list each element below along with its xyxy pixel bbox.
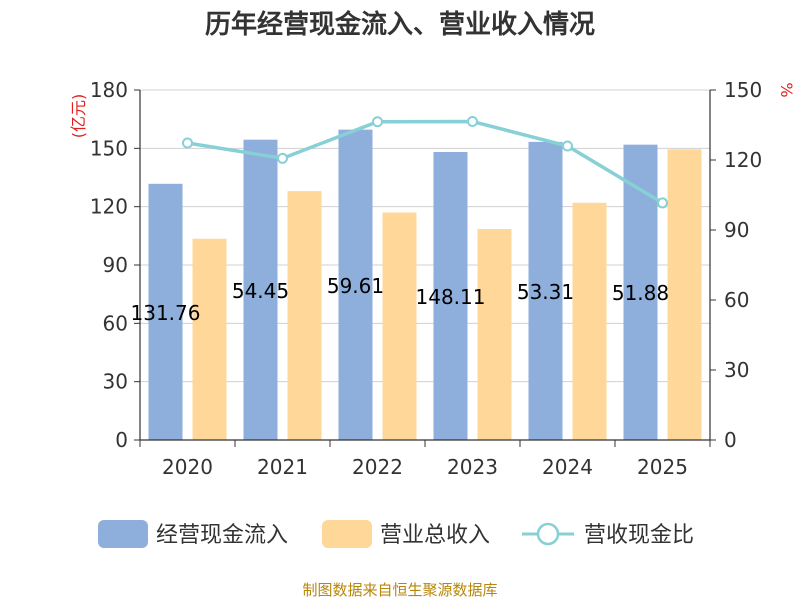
data-label: 59.61 [327, 274, 384, 298]
bars [148, 129, 702, 441]
bar-revenue [287, 191, 322, 440]
ratio-line [182, 116, 668, 209]
ratio-point [562, 140, 573, 152]
data-label: 53.31 [517, 280, 574, 304]
x-tick-label: 2023 [447, 455, 498, 479]
y-left-tick-label: 120 [90, 195, 128, 219]
bar-cash-inflow [148, 183, 183, 441]
legend: 经营现金流入 营业总收入 营收现金比 [98, 520, 694, 548]
data-label: 54.45 [232, 279, 289, 303]
grid [140, 89, 710, 441]
ratio-point [182, 137, 193, 149]
x-tick-label: 2024 [542, 455, 593, 479]
bar-cash-inflow [623, 144, 658, 440]
x-tick-label: 2022 [352, 455, 403, 479]
legend-label: 营收现金比 [584, 523, 694, 548]
y-left-tick-label: 150 [90, 136, 128, 160]
ratio-point [467, 116, 478, 127]
bar-revenue [572, 202, 607, 440]
ratio-point [277, 152, 288, 164]
x-tick-label: 2021 [257, 455, 308, 479]
bar-cash-inflow [528, 141, 563, 440]
bar-cash-inflow [433, 152, 468, 440]
legend-label: 经营现金流入 [156, 523, 288, 548]
y-right-tick-label: 90 [724, 218, 749, 242]
bar-revenue [667, 149, 702, 441]
legend-marker [536, 522, 560, 546]
y-left-unit: (亿元) [69, 94, 88, 139]
y-right-tick-label: 30 [724, 358, 749, 382]
axes: 0 30 60 90 120 150 180 0 30 60 90 120 150 2020 2021 202… [90, 78, 762, 479]
y-right-tick-label: 120 [724, 148, 762, 172]
legend-item-ratio: 营收现金比 [522, 522, 694, 548]
y-left-tick-label: 0 [115, 428, 128, 452]
ratio-point [372, 116, 383, 128]
bar-revenue [477, 229, 512, 440]
x-tick-label: 2025 [637, 455, 688, 479]
bar-revenue [192, 238, 227, 440]
ratio-line-path [187, 119, 664, 205]
legend-swatch [98, 520, 148, 548]
x-tick-label: 2020 [162, 455, 213, 479]
data-labels: 131.76 54.45 59.61 148.11 53.31 51.88 [131, 274, 670, 325]
bar-cash-inflow [338, 129, 373, 440]
ratio-point [657, 197, 668, 209]
y-left-tick-label: 180 [90, 78, 128, 102]
chart-title: 历年经营现金流入、营业收入情况 [205, 9, 595, 40]
source-note: 制图数据来自恒生聚源数据库 [302, 581, 497, 599]
bar-revenue [382, 212, 417, 440]
data-label: 51.88 [612, 281, 669, 305]
y-right-tick-label: 150 [724, 78, 762, 102]
y-left-tick-label: 60 [103, 311, 128, 335]
y-left-tick-label: 30 [103, 370, 128, 394]
data-label: 148.11 [416, 285, 486, 309]
legend-item-cash-inflow: 经营现金流入 [98, 520, 288, 548]
legend-swatch [322, 520, 372, 548]
data-label: 131.76 [131, 301, 201, 325]
legend-label: 营业总收入 [380, 523, 490, 548]
legend-item-revenue: 营业总收入 [322, 520, 490, 548]
bar-cash-inflow [243, 139, 278, 441]
y-left-tick-label: 90 [103, 253, 128, 277]
y-right-tick-label: 0 [724, 428, 737, 452]
y-right-unit: % [777, 82, 796, 97]
y-right-tick-label: 60 [724, 288, 749, 312]
